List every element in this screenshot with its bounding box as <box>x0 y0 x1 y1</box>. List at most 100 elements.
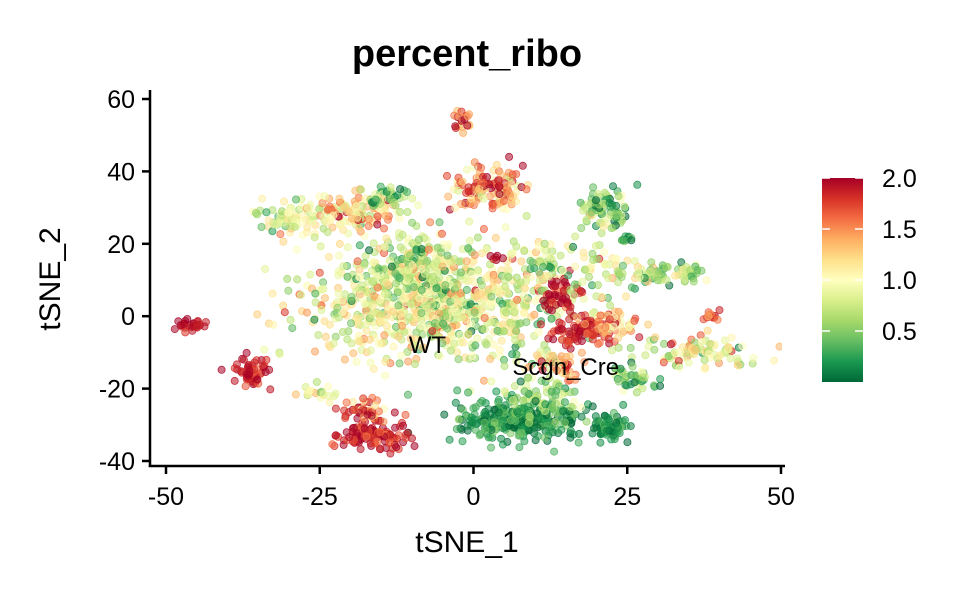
cell-point <box>232 360 241 369</box>
cell-point <box>560 398 569 407</box>
cell-point <box>493 251 502 260</box>
cell-point <box>680 274 689 283</box>
cell-point <box>609 182 618 191</box>
cell-point <box>724 343 733 352</box>
cell-point <box>441 281 450 290</box>
cell-point <box>360 260 369 269</box>
cell-point <box>541 271 550 280</box>
cell-point <box>632 388 641 397</box>
cell-point <box>382 234 391 243</box>
cell-point <box>311 298 320 307</box>
cell-point <box>367 411 376 420</box>
cell-point <box>548 297 557 306</box>
cell-point <box>482 340 491 349</box>
cell-point <box>417 309 426 318</box>
cell-point <box>487 377 496 386</box>
cell-point <box>650 345 659 354</box>
cell-point <box>702 276 711 285</box>
cell-point <box>466 300 475 309</box>
cell-point <box>486 318 495 327</box>
cell-point <box>364 215 373 224</box>
cell-point <box>770 356 779 365</box>
cell-point <box>275 350 284 359</box>
cell-point <box>517 429 526 438</box>
cell-point <box>510 308 519 317</box>
cell-point <box>594 339 603 348</box>
cell-point <box>609 408 618 417</box>
cell-point <box>500 327 509 336</box>
cell-point <box>353 429 362 438</box>
cell-point <box>566 433 575 442</box>
cell-point <box>656 375 665 384</box>
cell-point <box>442 171 451 180</box>
cell-point <box>630 316 639 325</box>
cell-point <box>592 416 601 425</box>
cell-point <box>380 243 389 252</box>
cell-point <box>450 339 459 348</box>
cell-point <box>354 224 363 233</box>
cell-point <box>713 315 722 324</box>
cell-point <box>587 208 596 217</box>
cell-point <box>626 343 635 352</box>
cell-point <box>230 376 239 385</box>
cell-point <box>571 375 580 384</box>
cell-point <box>458 177 467 186</box>
cell-point <box>453 386 462 395</box>
cell-point <box>471 341 480 350</box>
cell-point <box>475 184 484 193</box>
cell-point <box>530 423 539 432</box>
cell-point <box>553 366 562 375</box>
cell-point <box>468 352 477 361</box>
cell-point <box>381 357 390 366</box>
cell-point <box>559 407 568 416</box>
cell-point <box>356 272 365 281</box>
cell-point <box>627 236 636 245</box>
cell-point <box>176 321 185 330</box>
cell-point <box>536 320 545 329</box>
cell-point <box>345 433 354 442</box>
cell-point <box>646 267 655 276</box>
cell-point <box>451 122 460 131</box>
cell-point <box>614 268 623 277</box>
cell-point <box>373 283 382 292</box>
cell-point <box>476 289 485 298</box>
cell-point <box>386 183 395 192</box>
cell-point <box>315 268 324 277</box>
cell-point <box>389 307 398 316</box>
cell-point <box>492 160 501 169</box>
cell-point <box>575 429 584 438</box>
cell-point <box>344 208 353 217</box>
cell-point <box>347 292 356 301</box>
cell-point <box>506 250 515 259</box>
cell-point <box>500 387 509 396</box>
cell-point <box>362 432 371 441</box>
cell-point <box>374 264 383 273</box>
cell-point <box>320 317 329 326</box>
cell-point <box>347 214 356 223</box>
cell-point <box>601 323 610 332</box>
cell-point <box>473 266 482 275</box>
cell-point <box>342 302 351 311</box>
cell-point <box>314 331 323 340</box>
cell-point <box>397 321 406 330</box>
cell-point <box>517 257 526 266</box>
cell-point <box>446 346 455 355</box>
cell-point <box>689 277 698 286</box>
x-tick-label: 0 <box>467 483 481 511</box>
cell-point <box>651 333 660 342</box>
cell-point <box>738 342 747 351</box>
cell-point <box>360 299 369 308</box>
cell-point <box>245 367 254 376</box>
cell-point <box>511 417 520 426</box>
cell-point <box>623 438 632 447</box>
cell-point <box>384 280 393 289</box>
cell-point <box>502 308 511 317</box>
cell-point <box>477 281 486 290</box>
cell-point <box>431 260 440 269</box>
cell-point <box>720 336 729 345</box>
cell-point <box>437 229 446 238</box>
cell-point <box>443 251 452 260</box>
cell-point <box>310 233 319 242</box>
cell-point <box>329 339 338 348</box>
